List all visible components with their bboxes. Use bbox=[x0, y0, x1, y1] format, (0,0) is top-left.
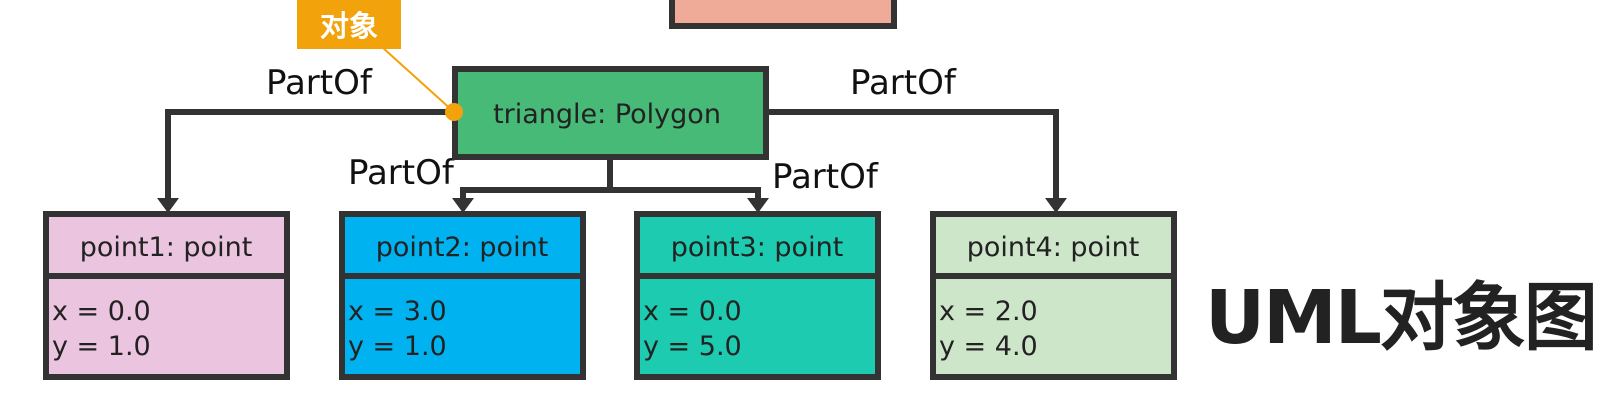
arrowheads bbox=[157, 198, 1067, 213]
object-point2-x: x = 3.0 bbox=[348, 296, 447, 327]
object-point3[interactable]: point3: point x = 0.0 y = 5.0 bbox=[634, 211, 881, 380]
relation-label-point2: PartOf bbox=[348, 153, 455, 193]
object-tag-label: 对象 bbox=[320, 9, 378, 43]
object-point1-name: point1: point bbox=[80, 232, 253, 263]
central-object-box[interactable] bbox=[452, 66, 769, 160]
object-tag bbox=[297, 0, 401, 49]
relation-label-point4: PartOf bbox=[850, 63, 957, 103]
object-point2-box bbox=[339, 211, 586, 380]
object-point3-x: x = 0.0 bbox=[643, 296, 742, 327]
connector-point2-point3 bbox=[460, 187, 761, 200]
diagram-title: UML对象图 bbox=[1205, 275, 1598, 361]
partial-object-box bbox=[669, 0, 897, 29]
object-point3-box bbox=[634, 211, 881, 380]
object-point1-y: y = 1.0 bbox=[52, 331, 151, 362]
object-point3-name: point3: point bbox=[671, 232, 844, 263]
object-point1-box bbox=[43, 211, 290, 380]
arrowhead-point3 bbox=[747, 198, 769, 213]
arrowhead-point4 bbox=[1045, 198, 1067, 213]
object-point4[interactable]: point4: point x = 2.0 y = 4.0 bbox=[930, 211, 1177, 380]
object-point1-x: x = 0.0 bbox=[52, 296, 151, 327]
object-point3-y: y = 5.0 bbox=[643, 331, 742, 362]
object-point4-name: point4: point bbox=[967, 232, 1140, 263]
object-point4-y: y = 4.0 bbox=[939, 331, 1038, 362]
arrowhead-point2 bbox=[452, 198, 474, 213]
tag-anchor-dot bbox=[445, 103, 463, 121]
object-point2[interactable]: point2: point x = 3.0 y = 1.0 bbox=[339, 211, 586, 380]
connectors bbox=[165, 109, 1059, 200]
relation-label-point3: PartOf bbox=[772, 157, 879, 197]
connector-point1 bbox=[165, 109, 456, 200]
relation-label-point1: PartOf bbox=[266, 63, 373, 103]
object-point4-x: x = 2.0 bbox=[939, 296, 1038, 327]
object-point2-name: point2: point bbox=[376, 232, 549, 263]
object-point4-box bbox=[930, 211, 1177, 380]
object-point1[interactable]: point1: point x = 0.0 y = 1.0 bbox=[43, 211, 290, 380]
object-point2-y: y = 1.0 bbox=[348, 331, 447, 362]
tag-leader-line bbox=[371, 37, 455, 113]
central-object-name: triangle: Polygon bbox=[493, 99, 721, 130]
connector-point4 bbox=[766, 109, 1059, 200]
arrowhead-point1 bbox=[157, 198, 179, 213]
